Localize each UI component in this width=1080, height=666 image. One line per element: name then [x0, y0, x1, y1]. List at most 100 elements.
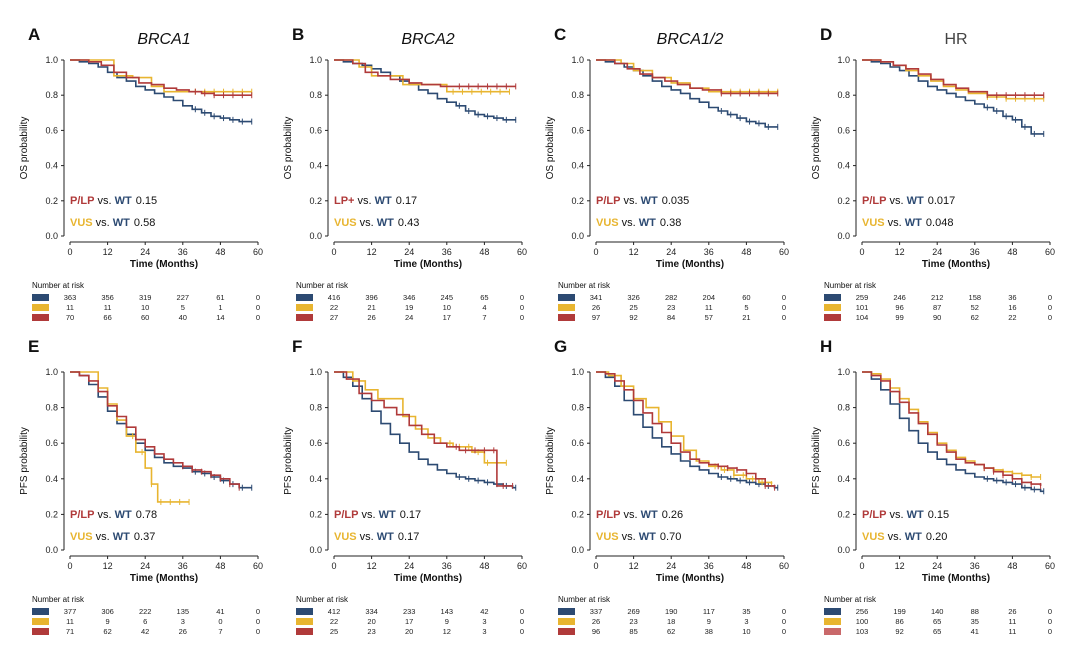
risk-count: 14	[216, 313, 224, 322]
risk-count: 11	[66, 303, 74, 312]
x-tick-label: 36	[704, 247, 714, 257]
risk-table-title: Number at risk	[296, 281, 349, 290]
risk-count: 0	[520, 313, 524, 322]
y-tick-label: 0.6	[837, 438, 850, 448]
risk-count: 306	[101, 607, 114, 616]
risk-count: 396	[365, 293, 378, 302]
pvalue-vs: vs.	[94, 195, 114, 207]
risk-count: 52	[971, 303, 979, 312]
pvalue-ref: WT	[379, 509, 396, 521]
risk-legend-swatch	[32, 618, 49, 625]
y-tick-label: 0.4	[309, 161, 322, 171]
risk-count: 65	[933, 617, 941, 626]
risk-count: 3	[181, 617, 185, 626]
risk-count: 143	[441, 607, 454, 616]
y-tick-label: 0.8	[309, 403, 322, 413]
pvalue-ref: WT	[115, 195, 132, 207]
risk-count: 337	[590, 607, 603, 616]
risk-legend-swatch	[296, 304, 313, 311]
pvalue-group: VUS	[334, 531, 357, 543]
risk-count: 22	[1008, 313, 1016, 322]
km-curve-wt	[70, 371, 252, 489]
pvalue-group: P/LP	[862, 195, 886, 207]
risk-count: 84	[667, 313, 675, 322]
pvalue-annotation: VUS vs. WT 0.37	[70, 531, 155, 543]
y-tick-label: 0.8	[837, 90, 850, 100]
risk-legend-swatch	[558, 294, 575, 301]
pvalue-group: P/LP	[596, 509, 620, 521]
x-tick-label: 24	[932, 561, 942, 571]
risk-count: 61	[216, 293, 224, 302]
y-axis-label: OS probability	[283, 117, 294, 180]
pvalue-annotation: P/LP vs. WT 0.017	[862, 195, 955, 207]
risk-count: 0	[782, 313, 786, 322]
panel-f: F 0.0 0.2 0.4 0.6 0.8 1.0 0 12 24 36 48 60 Time (Mont…	[283, 337, 527, 636]
x-tick-label: 36	[442, 561, 452, 571]
x-tick-label: 0	[593, 561, 598, 571]
risk-table-title: Number at risk	[558, 595, 611, 604]
risk-count: 0	[256, 627, 260, 636]
pvalue-value: 0.17	[398, 531, 419, 543]
risk-legend-swatch	[824, 608, 841, 615]
risk-count: 117	[703, 607, 715, 616]
risk-count: 0	[1048, 303, 1052, 312]
risk-legend-swatch	[32, 314, 49, 321]
pvalue-ref: WT	[641, 195, 658, 207]
x-tick-label: 12	[367, 247, 377, 257]
km-curve-vus	[596, 59, 778, 93]
risk-count: 62	[667, 627, 675, 636]
pvalue-ref: WT	[377, 217, 394, 229]
risk-count: 0	[782, 293, 786, 302]
pvalue-vs: vs.	[885, 217, 905, 229]
y-tick-label: 1.0	[309, 55, 322, 65]
y-tick-label: 0.6	[309, 125, 322, 135]
risk-count: 60	[742, 293, 750, 302]
x-tick-label: 12	[895, 247, 905, 257]
risk-count: 158	[969, 293, 982, 302]
pvalue-ref: WT	[907, 195, 924, 207]
risk-count: 0	[782, 303, 786, 312]
pvalue-vs: vs.	[619, 217, 639, 229]
risk-count: 259	[856, 293, 869, 302]
risk-count: 66	[103, 313, 111, 322]
risk-count: 0	[1048, 293, 1052, 302]
y-tick-label: 0.2	[309, 196, 322, 206]
risk-count: 5	[181, 303, 185, 312]
y-axis-label: PFS probability	[545, 427, 556, 495]
risk-count: 22	[330, 303, 338, 312]
y-tick-label: 0.2	[837, 196, 850, 206]
x-tick-label: 0	[331, 561, 336, 571]
pvalue-group: LP+	[334, 195, 354, 207]
x-tick-label: 0	[859, 247, 864, 257]
risk-count: 88	[971, 607, 979, 616]
km-curve-wt	[862, 371, 1044, 493]
x-tick-label: 60	[517, 247, 527, 257]
pvalue-annotation: VUS vs. WT 0.38	[596, 217, 681, 229]
risk-legend-swatch	[824, 314, 841, 321]
pvalue-annotation: P/LP vs. WT 0.17	[334, 509, 421, 521]
x-tick-label: 12	[367, 561, 377, 571]
risk-table-title: Number at risk	[296, 595, 349, 604]
risk-legend-swatch	[32, 294, 49, 301]
x-tick-label: 48	[1007, 247, 1017, 257]
y-tick-label: 1.0	[571, 367, 584, 377]
panel-letter: E	[28, 337, 39, 356]
pvalue-group: VUS	[862, 217, 885, 229]
risk-count: 233	[403, 607, 416, 616]
risk-count: 0	[782, 607, 786, 616]
panel-a: A BRCA1 0.0 0.2 0.4 0.6 0.8 1.0 0 12 24 36 48 60 Time …	[19, 25, 263, 322]
pvalue-annotation: VUS vs. WT 0.58	[70, 217, 155, 229]
risk-count: 22	[330, 617, 338, 626]
risk-table-title: Number at risk	[824, 595, 877, 604]
risk-count: 24	[405, 313, 413, 322]
risk-count: 7	[218, 627, 222, 636]
x-tick-label: 48	[1007, 561, 1017, 571]
risk-count: 190	[665, 607, 678, 616]
risk-count: 21	[742, 313, 750, 322]
panel-letter: H	[820, 337, 832, 356]
x-tick-label: 24	[404, 247, 414, 257]
risk-count: 23	[367, 627, 375, 636]
risk-count: 104	[856, 313, 869, 322]
pvalue-value: 0.15	[928, 509, 949, 521]
